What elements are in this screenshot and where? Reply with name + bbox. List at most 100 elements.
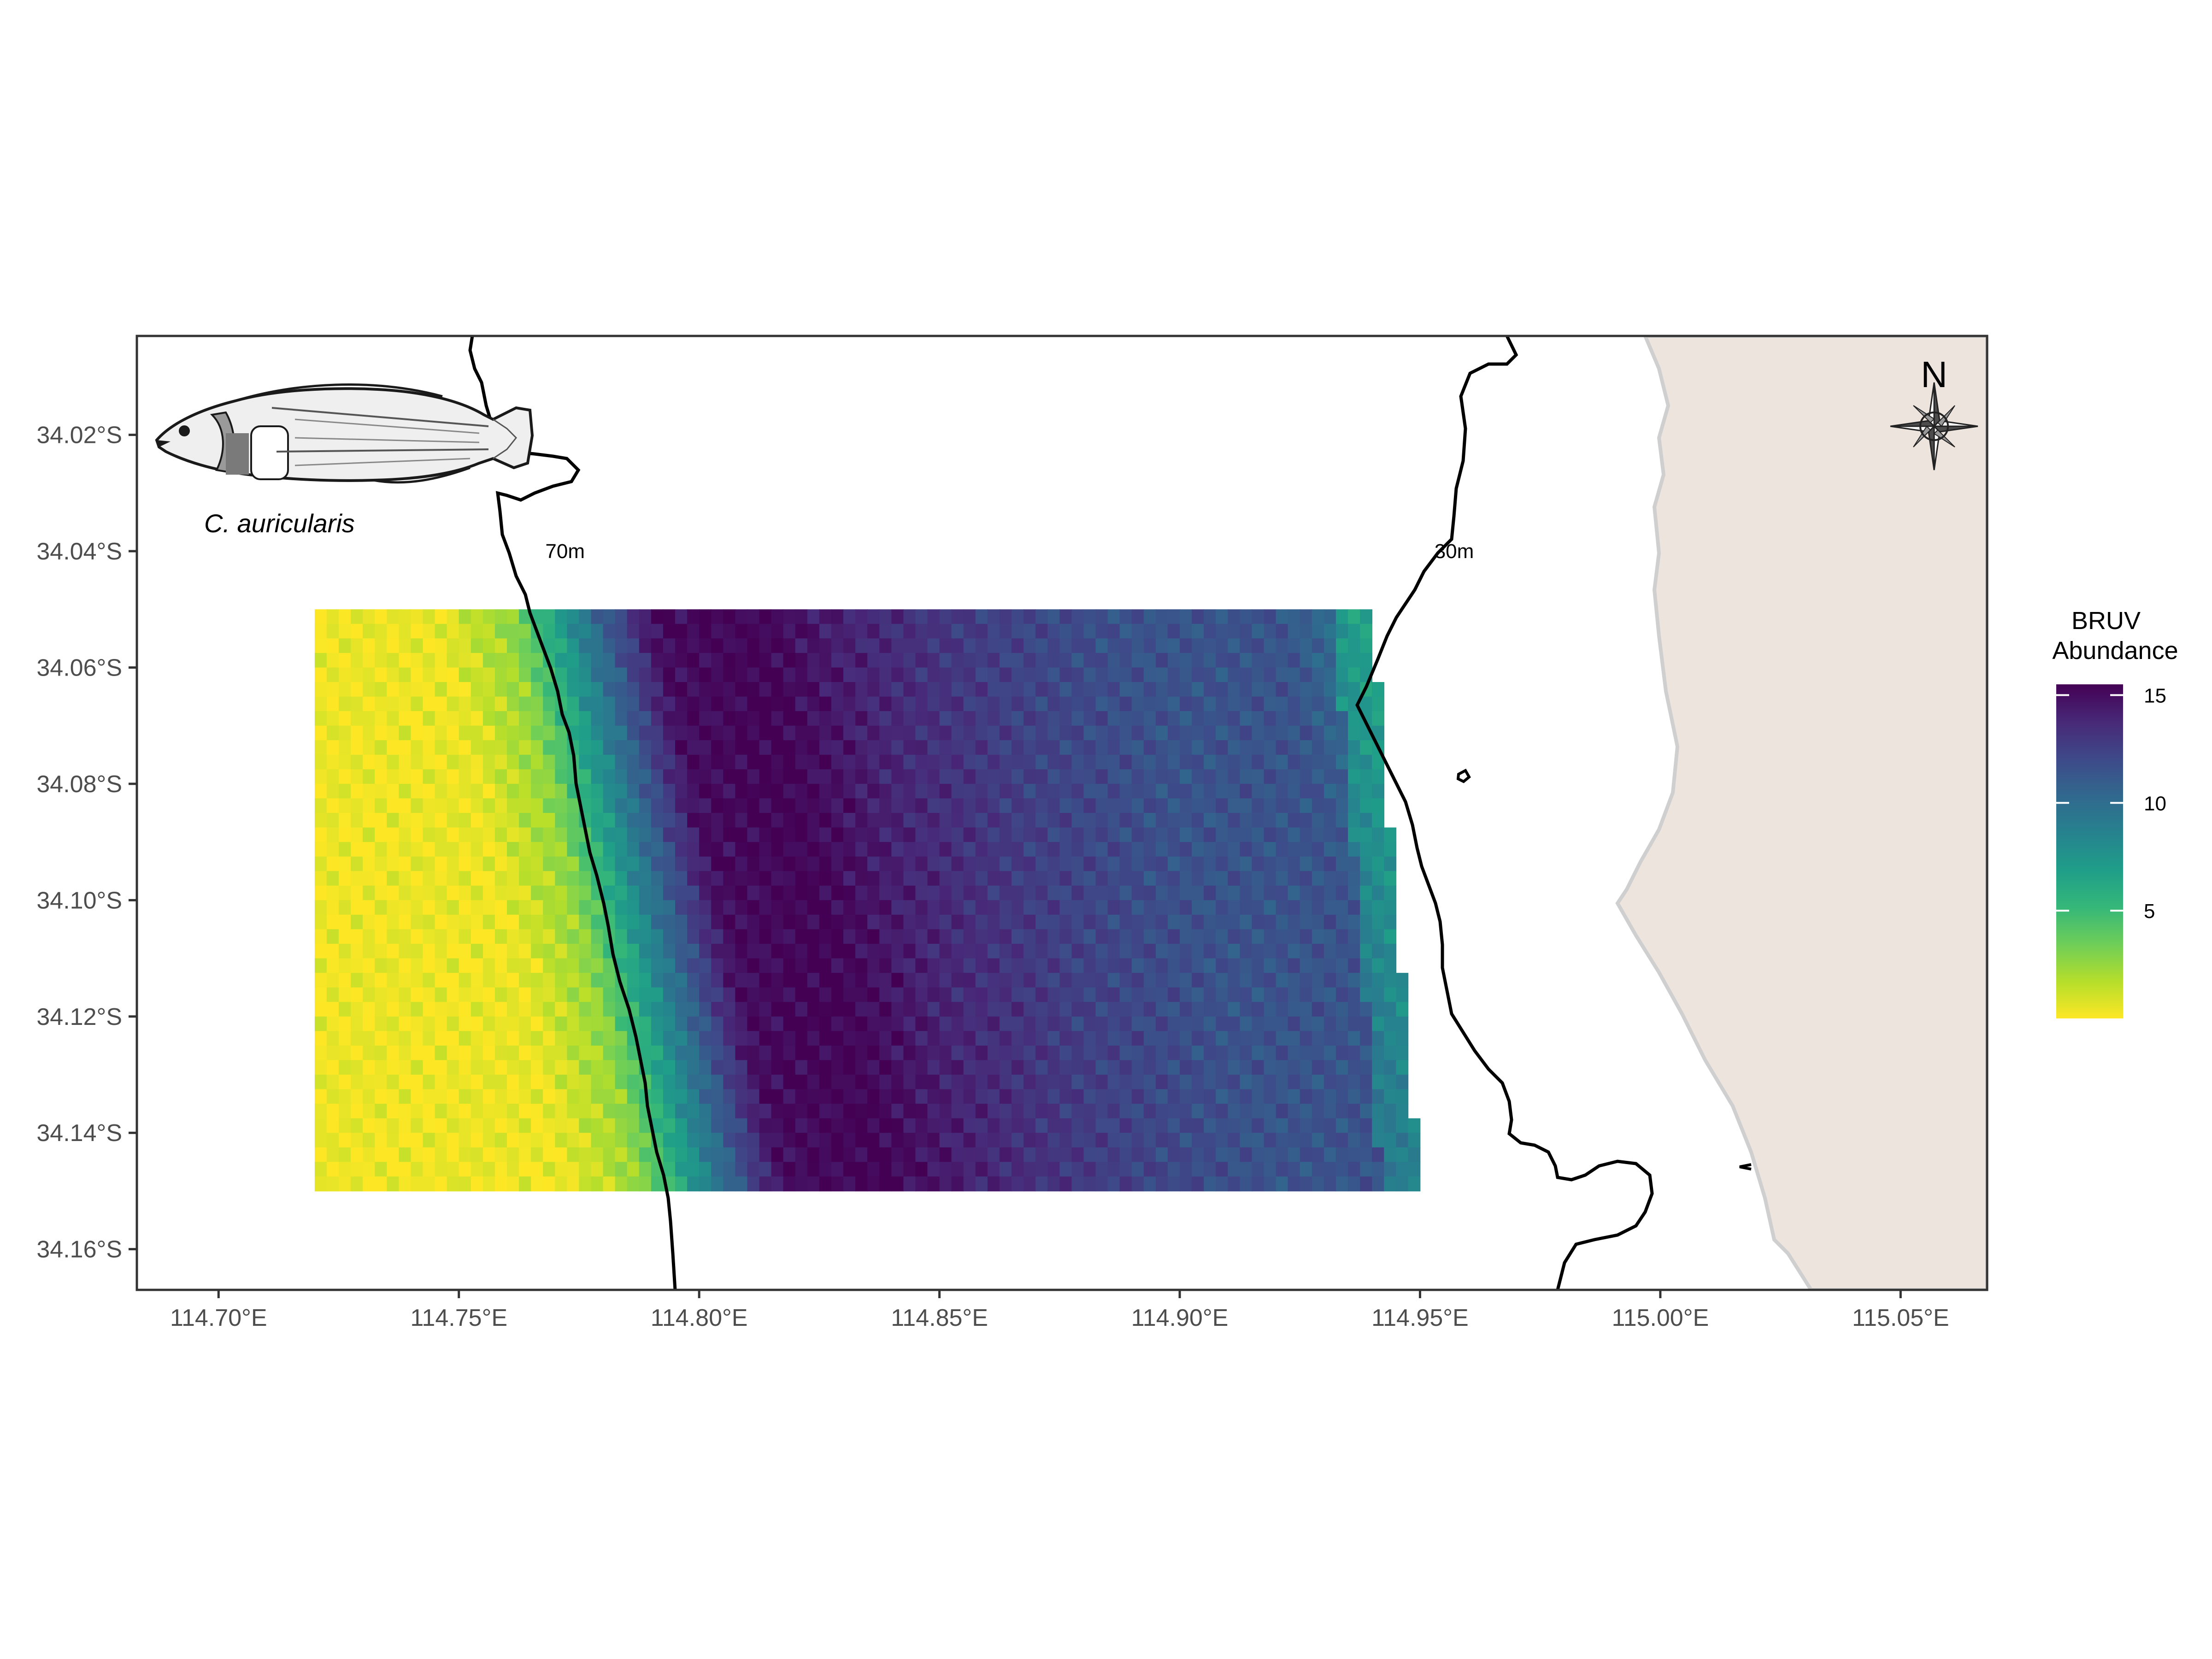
raster-cell <box>771 1133 784 1148</box>
raster-cell <box>435 653 447 668</box>
raster-cell <box>435 827 447 842</box>
raster-cell <box>999 624 1012 639</box>
raster-cell <box>507 609 519 624</box>
raster-cell <box>326 711 339 726</box>
raster-cell <box>771 1089 784 1104</box>
raster-cell <box>1324 682 1336 697</box>
raster-cell <box>951 813 964 828</box>
raster-cell <box>963 813 976 828</box>
raster-cell <box>795 944 808 959</box>
raster-cell <box>1012 682 1024 697</box>
raster-cell <box>795 769 808 784</box>
contour-30m-line <box>1355 336 1654 1290</box>
raster-cell <box>1360 609 1372 624</box>
raster-cell <box>447 1176 459 1192</box>
raster-cell <box>651 667 664 682</box>
raster-cell <box>1131 914 1144 930</box>
raster-cell <box>831 1089 844 1104</box>
raster-cell <box>915 973 928 988</box>
raster-cell <box>915 871 928 886</box>
raster-cell <box>1384 1016 1397 1032</box>
raster-cell <box>1252 696 1265 712</box>
raster-cell <box>879 696 892 712</box>
raster-cell <box>1131 842 1144 857</box>
raster-cell <box>855 624 868 639</box>
raster-cell <box>819 885 832 901</box>
raster-cell <box>759 1089 772 1104</box>
raster-cell <box>1252 827 1265 842</box>
raster-cell <box>1083 1104 1096 1119</box>
raster-cell <box>903 813 916 828</box>
raster-cell <box>1119 798 1132 813</box>
raster-cell <box>903 1118 916 1134</box>
raster-cell <box>1155 711 1168 726</box>
raster-cell <box>363 914 375 930</box>
raster-cell <box>819 973 832 988</box>
raster-cell <box>891 638 904 653</box>
raster-cell <box>1095 624 1108 639</box>
raster-cell <box>915 813 928 828</box>
raster-cell <box>1252 813 1265 828</box>
raster-cell <box>1300 725 1312 741</box>
raster-cell <box>747 813 760 828</box>
raster-cell <box>411 813 424 828</box>
raster-cell <box>1119 783 1132 799</box>
raster-cell <box>951 1075 964 1090</box>
raster-cell <box>1372 1075 1384 1090</box>
raster-cell <box>747 624 760 639</box>
raster-cell <box>867 682 880 697</box>
raster-cell <box>326 1162 339 1177</box>
raster-cell <box>482 1075 495 1090</box>
raster-cell <box>507 725 519 741</box>
raster-cell <box>399 1075 412 1090</box>
raster-cell <box>819 609 832 624</box>
raster-cell <box>1192 682 1204 697</box>
raster-cell <box>999 1060 1012 1075</box>
raster-cell <box>1324 667 1336 682</box>
raster-cell <box>1384 842 1397 857</box>
raster-cell <box>963 973 976 988</box>
raster-cell <box>1335 769 1348 784</box>
raster-cell <box>326 667 339 682</box>
raster-cell <box>975 754 988 770</box>
raster-cell <box>1192 1016 1204 1032</box>
raster-cell <box>1035 929 1048 944</box>
raster-cell <box>1240 871 1253 886</box>
raster-cell <box>1107 856 1120 872</box>
raster-cell <box>411 827 424 842</box>
raster-cell <box>1035 987 1048 1003</box>
raster-cell <box>951 944 964 959</box>
raster-cell <box>1083 987 1096 1003</box>
raster-cell <box>375 1016 388 1032</box>
raster-cell <box>867 1060 880 1075</box>
raster-cell <box>399 987 412 1003</box>
raster-cell <box>1012 885 1024 901</box>
raster-cell <box>387 740 400 755</box>
raster-cell <box>987 914 1000 930</box>
raster-cell <box>939 1089 952 1104</box>
raster-cell <box>1264 725 1277 741</box>
raster-cell <box>795 725 808 741</box>
raster-cell <box>891 798 904 813</box>
raster-cell <box>1143 958 1156 973</box>
raster-cell <box>903 1133 916 1148</box>
raster-cell <box>747 769 760 784</box>
raster-cell <box>591 944 604 959</box>
raster-cell <box>1335 973 1348 988</box>
raster-cell <box>1204 1104 1216 1119</box>
raster-cell <box>1312 667 1324 682</box>
raster-cell <box>891 1176 904 1192</box>
raster-cell <box>482 914 495 930</box>
raster-cell <box>1047 711 1060 726</box>
raster-cell <box>1083 944 1096 959</box>
raster-cell <box>843 871 856 886</box>
raster-cell <box>831 1075 844 1090</box>
raster-cell <box>807 711 820 726</box>
raster-cell <box>1264 827 1277 842</box>
raster-cell <box>482 1089 495 1104</box>
raster-cell <box>771 842 784 857</box>
raster-cell <box>603 624 616 639</box>
raster-cell <box>1204 1060 1216 1075</box>
raster-cell <box>963 754 976 770</box>
raster-cell <box>459 958 471 973</box>
